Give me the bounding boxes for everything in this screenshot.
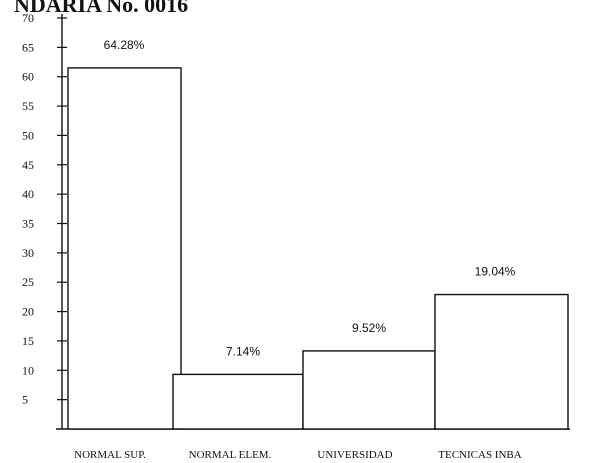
- data-label: 64.28%: [104, 38, 145, 52]
- category-label: NORMAL ELEM.: [189, 449, 272, 461]
- y-tick-label: 25: [22, 275, 34, 289]
- category-label: TECNICAS INBA: [438, 449, 521, 461]
- data-label: 19.04%: [475, 265, 516, 279]
- y-tick-label: 45: [22, 158, 34, 172]
- category-label: NORMAL SUP.: [74, 449, 146, 461]
- y-tick-label: 5: [22, 393, 28, 407]
- y-tick-label: 60: [22, 70, 34, 84]
- data-label: 9.52%: [352, 321, 386, 335]
- bar-1: [67, 67, 182, 430]
- y-tick-label: 50: [22, 128, 34, 142]
- y-tick-label: 20: [22, 305, 34, 319]
- y-tick-label: 65: [22, 40, 34, 54]
- category-label: UNIVERSIDAD: [317, 449, 392, 461]
- labels: 64.28% NORMAL SUP. 7.14% NORMAL ELEM. 9.52% U…: [74, 38, 522, 461]
- bars: [67, 67, 569, 430]
- chart-title: NDARIA No. 0016: [14, 0, 188, 17]
- y-tick-label: 15: [22, 334, 34, 348]
- y-tick-label: 35: [22, 217, 34, 231]
- y-tick-label: 70: [22, 11, 34, 25]
- data-label: 7.14%: [226, 344, 260, 358]
- bar-3: [302, 350, 436, 430]
- y-tick-label: 40: [22, 187, 34, 201]
- y-tick-label: 30: [22, 246, 34, 260]
- bar-2: [172, 373, 304, 430]
- y-tick-label: 10: [22, 363, 34, 377]
- bar-4: [434, 293, 569, 430]
- y-tick-label: 55: [22, 99, 34, 113]
